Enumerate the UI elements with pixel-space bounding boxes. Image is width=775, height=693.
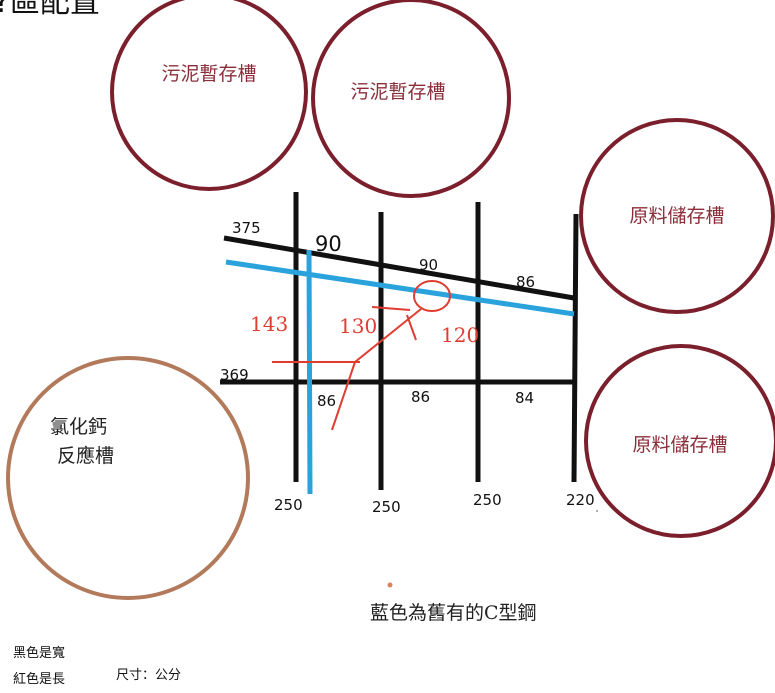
- old-c-channel-horizontal: [225, 259, 575, 317]
- legend-red: 紅色是長: [13, 671, 65, 687]
- red-diagonal-line: [354, 308, 422, 363]
- sludge-tank-2: [311, 0, 511, 198]
- old-c-channel-vertical: [306, 249, 313, 495]
- raw-material-tank-1-label: 原料儲存槽: [629, 205, 724, 227]
- calcium-chloride-reactor: [6, 356, 250, 600]
- red-tick-b: [406, 314, 417, 341]
- label-143: 143: [250, 312, 288, 336]
- red-circle-mark: [413, 280, 451, 312]
- page-title: ?區配置: [0, 0, 100, 20]
- column-4: [571, 213, 579, 483]
- label-250-b: 250: [372, 498, 401, 516]
- red-lower-line: [331, 361, 356, 431]
- legend-unit: 尺寸：公分: [116, 668, 181, 683]
- red-tick-a: [371, 306, 411, 311]
- sludge-tank-1: [110, 0, 308, 191]
- tiny-dot-mark: [596, 510, 598, 512]
- raw-material-tank-2: [584, 344, 775, 538]
- label-120: 120: [441, 323, 479, 347]
- small-dot-mark: [387, 582, 393, 588]
- reactor-label-line2: 反應槽: [57, 444, 114, 467]
- label-90: 90: [419, 256, 438, 274]
- legend-black: 黑色是寬: [13, 645, 65, 661]
- label-130: 130: [339, 314, 377, 338]
- label-250-c: 250: [473, 491, 502, 509]
- caption-blue-old-steel: 藍色為舊有的C型鋼: [370, 602, 537, 624]
- label-84: 84: [515, 389, 534, 407]
- sludge-tank-1-label: 污泥暫存槽: [161, 63, 256, 85]
- label-250-a: 250: [274, 496, 303, 514]
- label-220: 220: [566, 491, 595, 509]
- raw-material-tank-2-label: 原料儲存槽: [632, 434, 727, 456]
- top-beam: [223, 235, 575, 301]
- label-375: 375: [232, 219, 261, 237]
- label-86-b: 86: [411, 388, 430, 406]
- label-86-top: 86: [516, 273, 535, 291]
- reactor-label-line1: 氯化鈣: [50, 416, 107, 438]
- label-369: 369: [220, 366, 249, 384]
- sludge-tank-2-label: 污泥暫存槽: [350, 81, 445, 103]
- label-90-large: 90: [315, 232, 342, 256]
- raw-material-tank-1: [579, 118, 775, 314]
- label-86-a: 86: [317, 392, 336, 410]
